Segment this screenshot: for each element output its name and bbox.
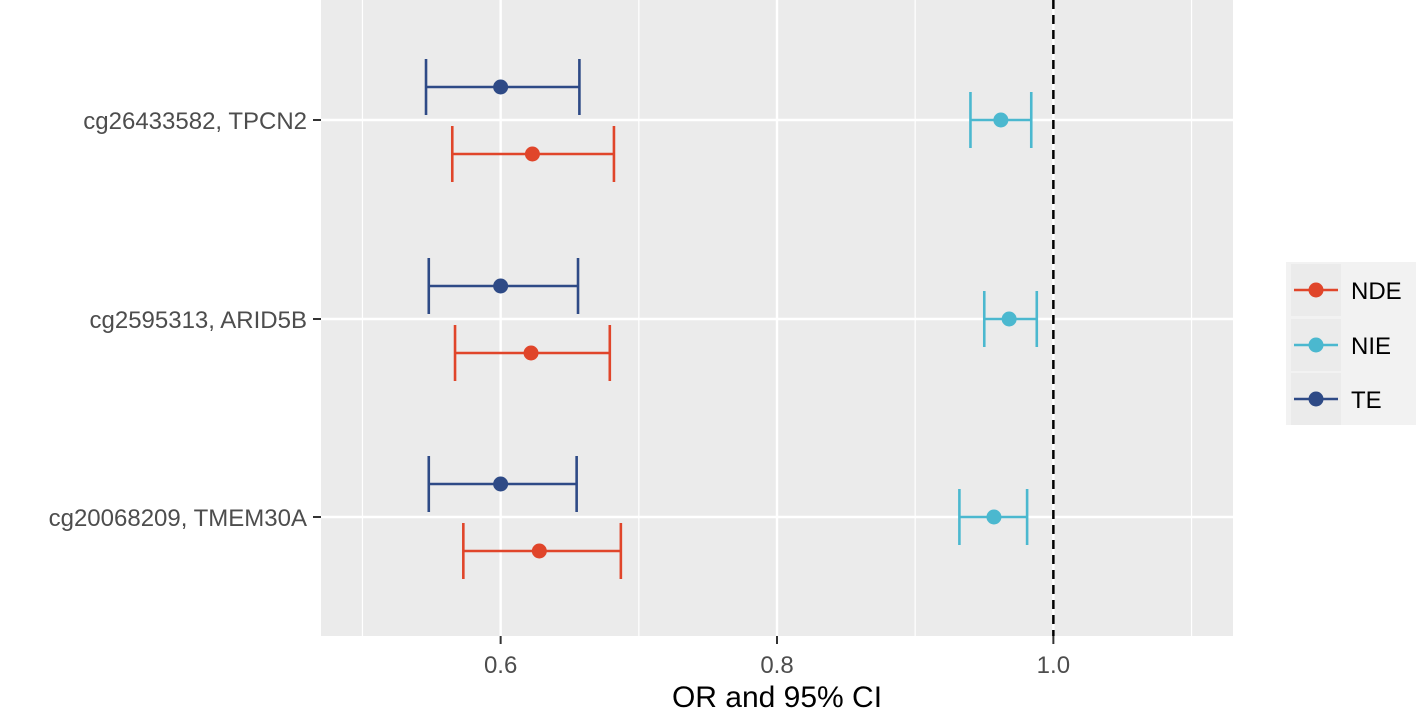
point-estimate <box>531 543 547 559</box>
legend-label: NDE <box>1351 278 1402 305</box>
point-estimate <box>493 476 509 492</box>
y-tick-label: cg26433582, TPCN2 <box>83 108 307 135</box>
y-axis: cg26433582, TPCN2 cg2595313, ARID5B cg2006… <box>49 108 321 532</box>
point-estimate <box>986 509 1002 525</box>
x-axis-title: OR and 95% CI <box>672 681 882 714</box>
x-tick-label: 1.0 <box>1037 652 1070 679</box>
data-marks <box>424 59 1039 579</box>
series-te <box>424 59 581 512</box>
point-estimate <box>493 79 509 95</box>
series-nie <box>958 92 1039 545</box>
legend-item-nde: NDE <box>1291 264 1402 316</box>
x-axis: 0.6 0.8 1.0 <box>484 636 1070 679</box>
y-tick-label: cg20068209, TMEM30A <box>49 505 307 532</box>
legend-key-point <box>1308 337 1324 353</box>
x-tick-label: 0.8 <box>760 652 793 679</box>
legend-label: NIE <box>1351 333 1391 360</box>
point-estimate <box>493 278 509 294</box>
y-tick-label: cg2595313, ARID5B <box>90 307 308 334</box>
series-nde <box>450 126 623 579</box>
point-estimate <box>524 146 540 162</box>
legend-key-point <box>1308 282 1324 298</box>
legend: NDE NIE TE <box>1286 262 1416 425</box>
legend-key-point <box>1308 391 1324 407</box>
point-estimate <box>1001 311 1017 327</box>
point-estimate <box>993 112 1009 128</box>
x-tick-label: 0.6 <box>484 652 517 679</box>
legend-item-te: TE <box>1291 373 1382 425</box>
point-estimate <box>523 345 539 361</box>
legend-label: TE <box>1351 387 1382 414</box>
legend-item-nie: NIE <box>1291 319 1391 371</box>
